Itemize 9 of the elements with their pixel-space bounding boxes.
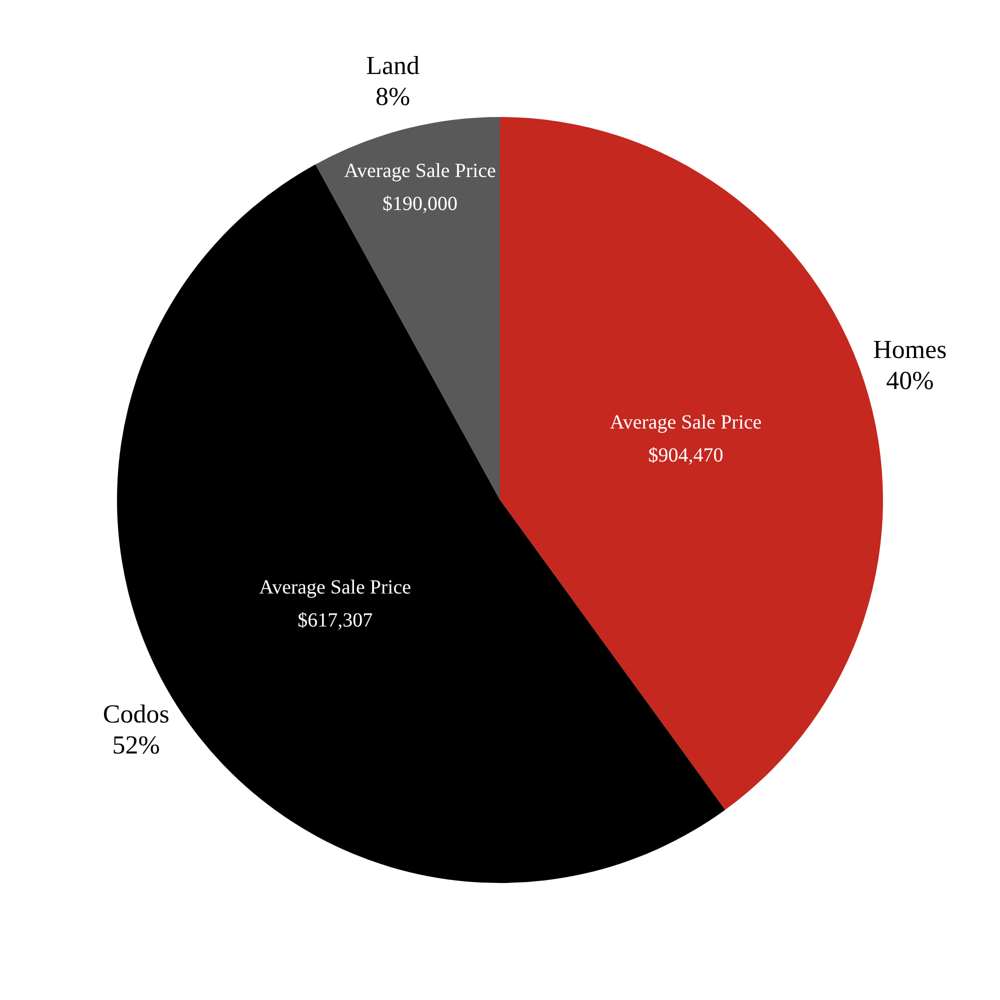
text: Average Sale Price $617,307 — [259, 576, 411, 632]
data-label: 8% — [375, 82, 410, 111]
slice-label: Codos — [102, 699, 170, 728]
data-label: 52% — [112, 730, 160, 760]
data-label: 40% — [886, 366, 934, 396]
slice-label: Land — [366, 50, 420, 80]
text: Average Sale Price $904,470 — [610, 411, 762, 466]
text: Average Sale Price $190,000 — [344, 160, 496, 216]
slice-label: Homes — [873, 335, 947, 364]
